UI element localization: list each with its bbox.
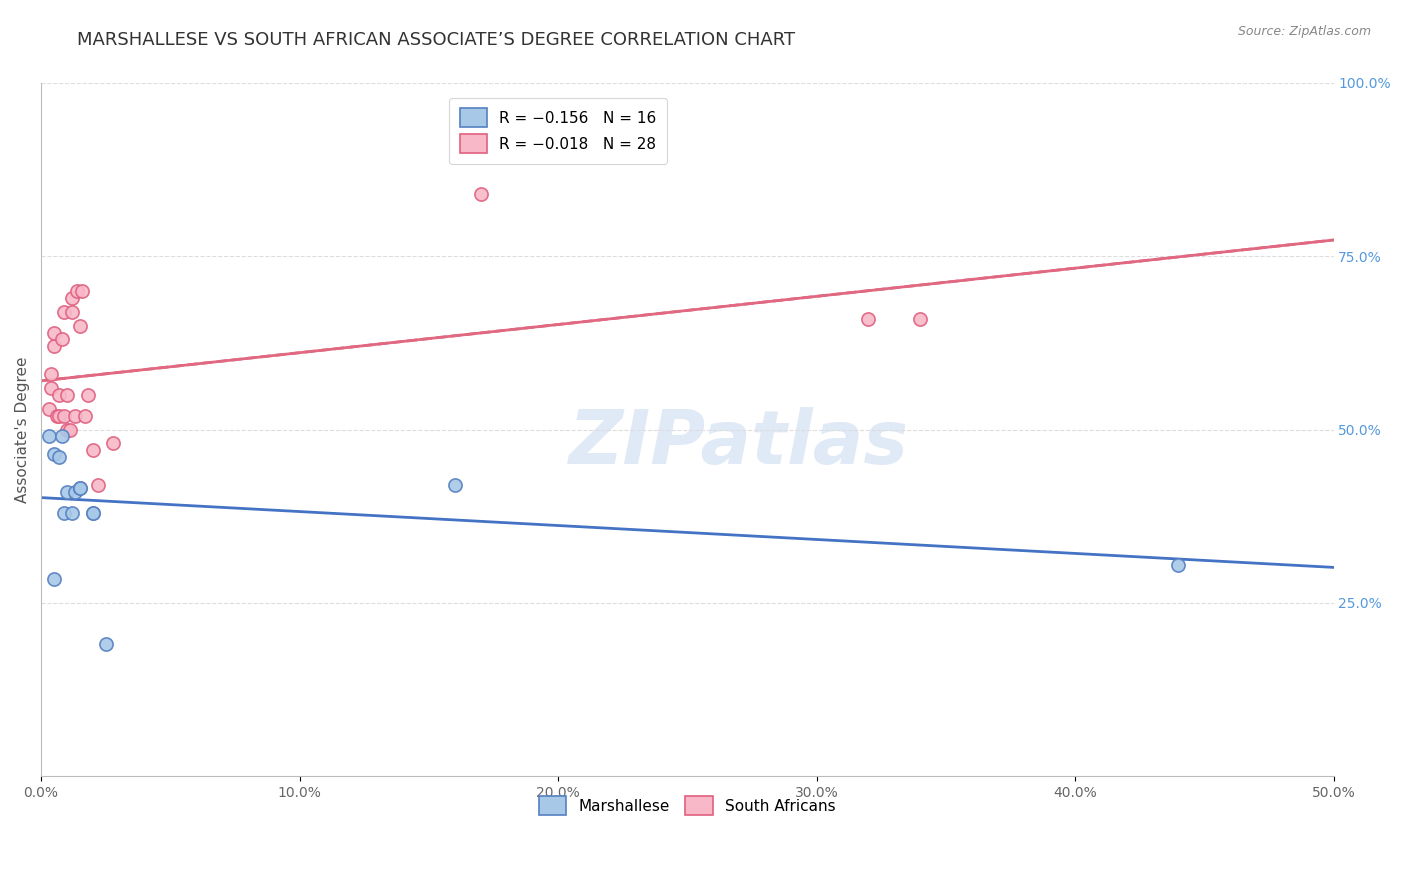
Text: ZIPatlas: ZIPatlas (569, 407, 910, 480)
Text: Source: ZipAtlas.com: Source: ZipAtlas.com (1237, 25, 1371, 38)
Point (69, 318, 91, 333)
Point (87, 478, 110, 492)
Point (48, 409, 70, 423)
Point (470, 186, 492, 201)
Point (908, 311, 931, 326)
Point (858, 311, 880, 326)
Point (443, 478, 465, 492)
Text: MARSHALLESE VS SOUTH AFRICAN ASSOCIATE’S DEGREE CORRELATION CHART: MARSHALLESE VS SOUTH AFRICAN ASSOCIATE’S… (77, 31, 796, 49)
Point (103, 436, 125, 450)
Point (48, 388, 70, 402)
Point (38, 429, 60, 443)
Point (42, 339, 65, 353)
Point (72, 284, 94, 298)
Point (94, 637, 117, 651)
Point (58, 423, 80, 437)
Point (1167, 558, 1189, 572)
Point (76, 388, 98, 402)
Point (63, 409, 86, 423)
Point (66, 284, 89, 298)
Point (51, 429, 73, 443)
Point (60, 304, 83, 318)
Legend: Marshallese, South Africans: Marshallese, South Africans (530, 787, 845, 824)
Point (56, 388, 79, 402)
Point (63, 485, 86, 500)
Point (51, 333, 73, 347)
Point (53, 409, 76, 423)
Point (38, 401, 60, 416)
Y-axis label: Associate's Degree: Associate's Degree (15, 356, 30, 503)
Point (42, 572, 65, 586)
Point (53, 304, 76, 318)
Point (53, 506, 76, 520)
Point (82, 506, 104, 520)
Point (60, 506, 83, 520)
Point (56, 423, 79, 437)
Point (69, 482, 91, 496)
Point (41, 367, 63, 381)
Point (56, 485, 79, 500)
Point (42, 326, 65, 340)
Point (73, 409, 96, 423)
Point (82, 506, 104, 520)
Point (48, 450, 70, 465)
Point (41, 381, 63, 395)
Point (45, 409, 67, 423)
Point (60, 291, 83, 305)
Point (82, 443, 104, 458)
Point (69, 482, 91, 496)
Point (42, 447, 65, 461)
